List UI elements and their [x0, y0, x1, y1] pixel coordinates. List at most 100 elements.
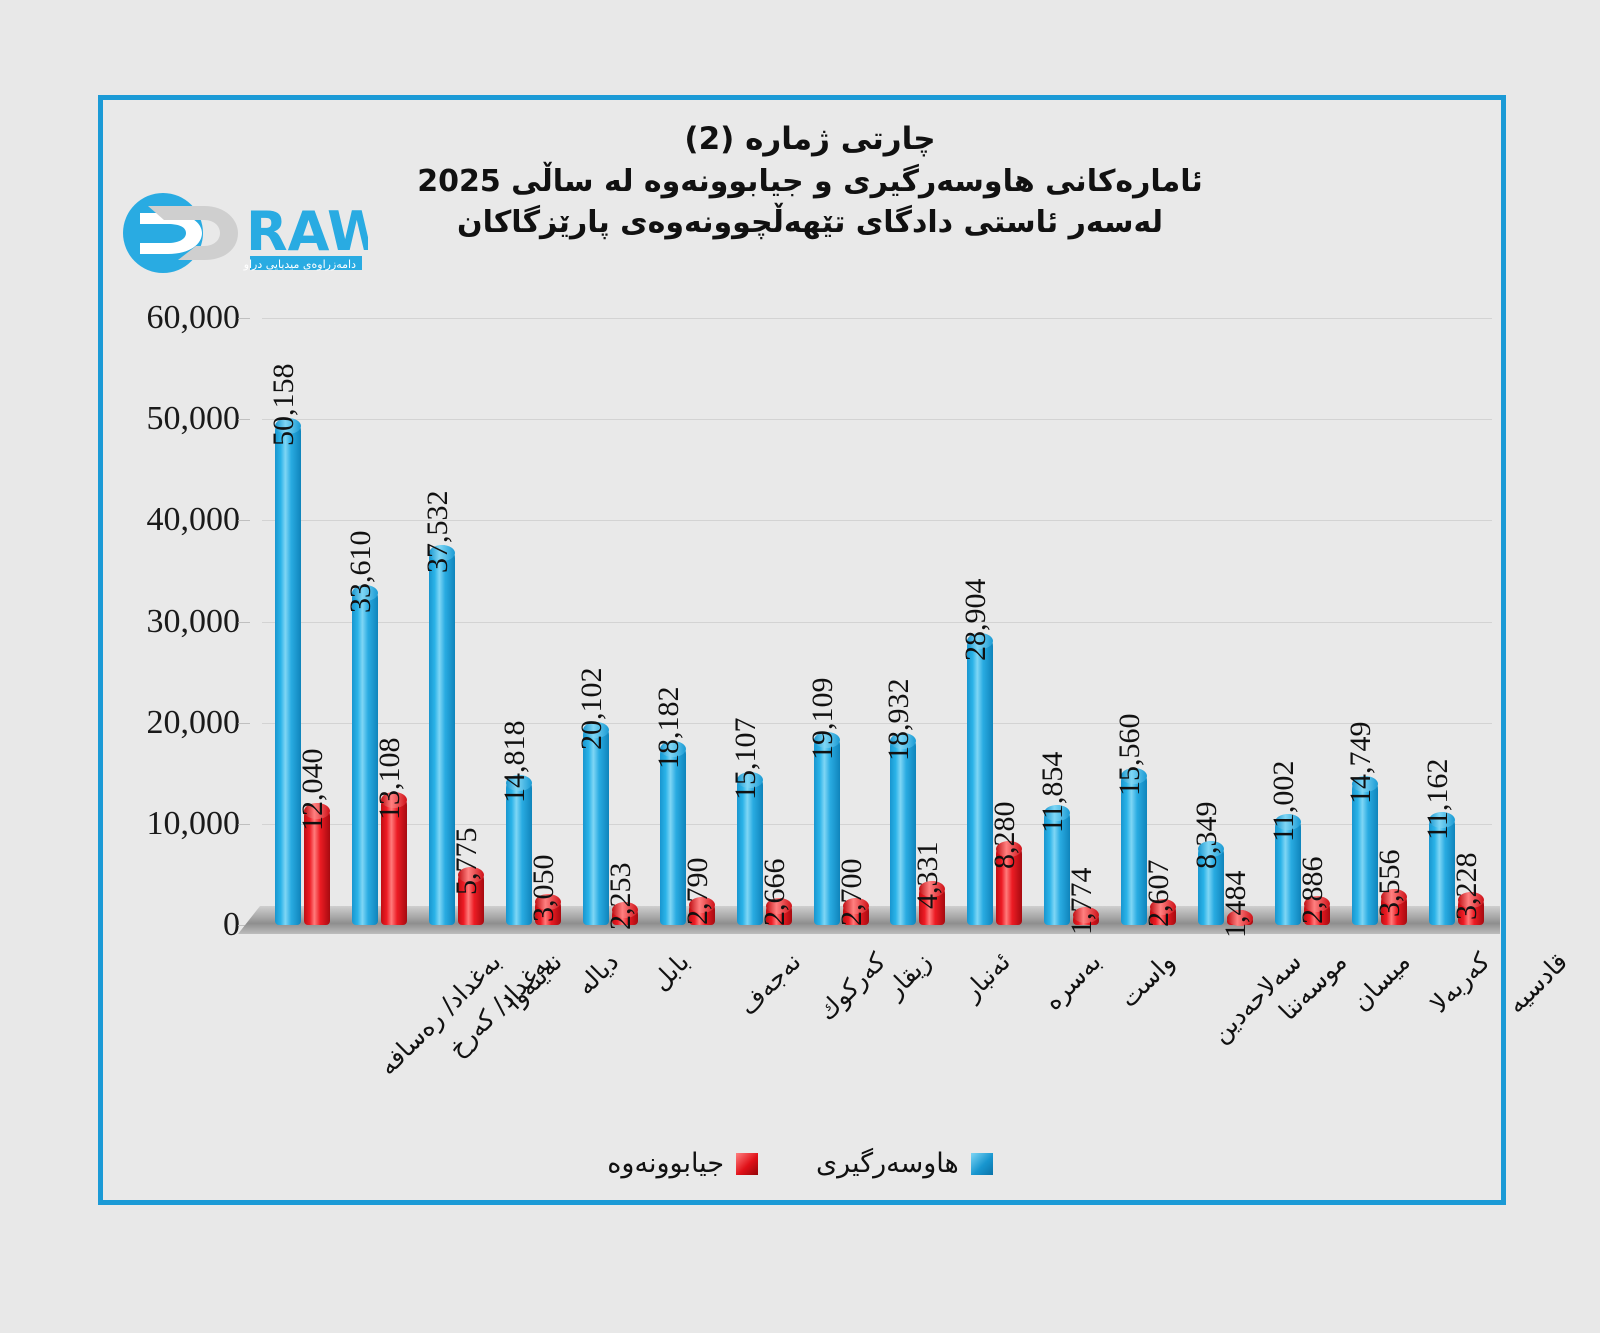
bar-value-label: 18,182 — [651, 686, 685, 770]
bars-layer: 50,158 12,040 33,610 13,108 37,532 5,775 14,81… — [262, 318, 1492, 938]
bar-red[interactable] — [611, 902, 638, 925]
bar-red[interactable] — [1226, 910, 1253, 926]
bar-cap — [304, 803, 331, 820]
bar-cap — [688, 896, 715, 913]
bar-value-label: 3,050 — [527, 854, 561, 923]
chart-title: چارتی ژمارە (2) ئامارەکانی هاوسەرگیری و … — [330, 118, 1290, 244]
bar-value-label: 3,556 — [1372, 849, 1406, 918]
bar-red[interactable] — [1380, 889, 1407, 925]
legend-swatch-red-icon — [736, 1152, 759, 1175]
bar-cap — [352, 584, 379, 601]
legend-item-marriage[interactable]: هاوسەرگیری — [816, 1148, 993, 1179]
bar-blue[interactable] — [352, 584, 379, 925]
bar-cap — [1121, 767, 1148, 784]
bar-blue[interactable] — [1428, 812, 1455, 925]
bar-blue[interactable] — [506, 775, 533, 925]
bar-value-label: 50,158 — [267, 363, 301, 446]
bar-value-label: 2,700 — [834, 858, 868, 926]
bar-value-label: 2,666 — [757, 858, 791, 927]
bar-red[interactable] — [996, 841, 1023, 925]
y-axis-tick-label: 30,000 — [146, 602, 241, 640]
y-axis-tick — [238, 823, 250, 825]
bar-red[interactable] — [842, 897, 869, 925]
chart-title-line2: ئامارەکانی هاوسەرگیری و جیابوونەوە لە سا… — [417, 163, 1203, 199]
bar-blue[interactable] — [1274, 813, 1301, 925]
bar-blue[interactable] — [1351, 775, 1378, 925]
bar-cap — [842, 897, 869, 914]
y-axis: 0 10,000 20,000 30,000 40,000 50,000 60,000 — [120, 299, 250, 943]
gridline — [262, 621, 1492, 623]
bar-blue[interactable] — [736, 772, 763, 925]
bar-value-label: 37,532 — [421, 490, 455, 574]
bar-value-label: 11,002 — [1266, 760, 1300, 842]
bar-value-label: 15,107 — [728, 717, 762, 801]
bar-cap — [1044, 805, 1071, 822]
bar-blue[interactable] — [659, 741, 686, 925]
bar-cap — [890, 733, 917, 750]
gridline — [262, 823, 1492, 825]
bar-red[interactable] — [1457, 892, 1484, 925]
bar-blue[interactable] — [582, 721, 609, 925]
bar-value-label: 3,228 — [1449, 852, 1483, 921]
bar-red[interactable] — [688, 896, 715, 925]
bar-blue[interactable] — [429, 545, 456, 925]
bar-value-label: 8,349 — [1189, 801, 1223, 869]
bar-cap — [275, 417, 302, 434]
bar-cap — [1226, 910, 1253, 926]
bar-red[interactable] — [381, 792, 408, 925]
legend-label-divorce: جیابوونەوە — [607, 1148, 725, 1179]
bar-value-label: 8,280 — [988, 801, 1022, 870]
legend-label-marriage: هاوسەرگیری — [816, 1148, 959, 1179]
bar-red[interactable] — [535, 894, 562, 925]
bar-blue[interactable] — [813, 731, 840, 925]
bar-value-label: 5,775 — [450, 827, 484, 895]
bar-blue[interactable] — [1197, 840, 1224, 925]
bar-value-label: 12,040 — [296, 748, 330, 832]
legend-swatch-blue-icon — [970, 1152, 993, 1175]
bar-cap — [1073, 907, 1100, 924]
bar-cap — [1380, 889, 1407, 906]
gridline — [262, 318, 1492, 319]
bar-cap — [429, 545, 456, 562]
bar-red[interactable] — [458, 866, 485, 925]
bar-value-label: 11,162 — [1420, 758, 1454, 841]
legend-item-divorce[interactable]: جیابوونەوە — [607, 1148, 759, 1179]
bar-cap — [381, 792, 408, 809]
bar-cap — [1303, 895, 1330, 912]
bar-red[interactable] — [765, 898, 792, 925]
bar-cap — [1150, 898, 1177, 915]
bar-value-label: 13,108 — [373, 737, 407, 821]
bar-blue[interactable] — [275, 417, 302, 925]
draw-logo: RAW دامەزراوەی میدیایی دراو — [118, 188, 368, 288]
bar-cap — [1197, 840, 1224, 857]
bar-blue[interactable] — [1121, 767, 1148, 925]
bar-blue[interactable] — [890, 733, 917, 925]
bar-blue[interactable] — [1044, 805, 1071, 925]
gridline — [262, 520, 1492, 522]
bar-value-label: 2,790 — [680, 857, 714, 925]
bar-cap — [1274, 813, 1301, 830]
bar-value-label: 20,102 — [574, 667, 608, 750]
bar-cap — [458, 866, 485, 883]
bar-value-label: 11,854 — [1036, 751, 1070, 834]
svg-text:RAW: RAW — [246, 200, 368, 263]
chart-title-line3: لەسەر ئاستی دادگای تێهەڵچوونەوەی پارێزگا… — [456, 205, 1164, 241]
bar-red[interactable] — [1073, 907, 1100, 925]
y-axis-tick — [238, 621, 250, 623]
bar-value-label: 1,484 — [1218, 870, 1252, 938]
bar-cap — [506, 775, 533, 792]
bar-red[interactable] — [304, 803, 331, 925]
y-axis-tick-label: 50,000 — [146, 400, 241, 438]
bar-red[interactable] — [1303, 895, 1330, 925]
bar-value-label: 2,886 — [1295, 856, 1329, 924]
y-axis-tick-label: 40,000 — [146, 501, 241, 539]
bar-cap — [967, 632, 994, 649]
bar-red[interactable] — [1150, 898, 1177, 925]
chart-legend: هاوسەرگیری جیابوونەوە — [0, 1148, 1600, 1179]
chart-frame — [98, 95, 1506, 1205]
bar-cap — [919, 881, 946, 898]
bar-cap — [813, 731, 840, 748]
bar-blue[interactable] — [967, 632, 994, 925]
bar-red[interactable] — [919, 881, 946, 925]
y-axis-tick — [238, 722, 250, 724]
